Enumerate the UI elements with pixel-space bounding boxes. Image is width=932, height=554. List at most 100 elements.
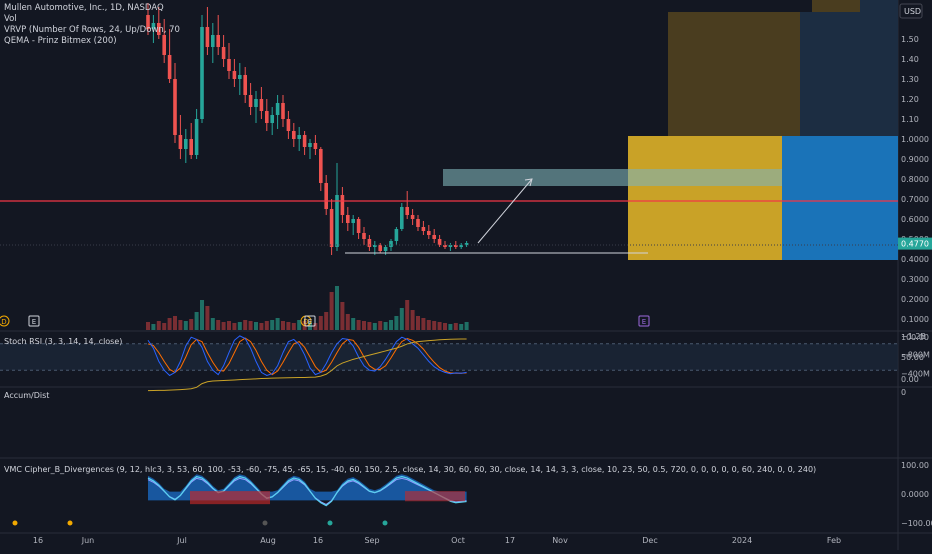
- volume-bar: [157, 321, 161, 330]
- time-tick: Feb: [827, 536, 841, 545]
- candle-body: [411, 215, 415, 219]
- cipher-tick: 100.00: [901, 461, 929, 470]
- volume-bar: [421, 318, 425, 330]
- indicator-vrvp[interactable]: VRVP (Number Of Rows, 24, Up/Down, 70: [4, 25, 180, 36]
- volume-bar: [346, 314, 350, 330]
- signal-dot: [328, 521, 333, 526]
- time-tick: Aug: [260, 536, 276, 545]
- accum-dist-label[interactable]: Accum/Dist: [4, 391, 49, 400]
- price-tick: 0.9000: [901, 155, 929, 164]
- price-tick: 0.6000: [901, 215, 929, 224]
- candle-body: [416, 219, 420, 227]
- accum-tick: 0: [901, 388, 906, 397]
- candle-body: [346, 215, 350, 223]
- price-axis[interactable]: USD1.501.401.301.201.101.00000.90000.800…: [898, 4, 932, 324]
- symbol-title[interactable]: Mullen Automotive, Inc., 1D, NASDAQ: [4, 3, 180, 14]
- volume-bar: [459, 324, 463, 330]
- chart-legend[interactable]: Mullen Automotive, Inc., 1D, NASDAQ Vol …: [4, 3, 180, 47]
- volume-bar: [335, 286, 339, 330]
- last-price-value: 0.4770: [901, 240, 929, 249]
- price-tick: 0.3000: [901, 275, 929, 284]
- candle-body: [287, 119, 291, 131]
- volume-bar: [238, 322, 242, 330]
- cipher-tick: 0.0000: [901, 490, 929, 499]
- price-tick: 0.1000: [901, 315, 929, 324]
- candle-body: [227, 59, 231, 71]
- candle-body: [281, 103, 285, 119]
- red-flow-block: [190, 491, 270, 504]
- candle-body: [314, 143, 318, 149]
- candle-body: [384, 247, 388, 251]
- volume-bar: [276, 318, 280, 330]
- candle-body: [265, 111, 269, 123]
- candle-body: [422, 227, 426, 231]
- price-tick: 1.50: [901, 35, 919, 44]
- price-tick: 1.0000: [901, 135, 929, 144]
- volume-bar: [411, 310, 415, 330]
- signal-dot: [13, 521, 18, 526]
- volume-bar: [400, 308, 404, 330]
- volume-bar: [178, 320, 182, 330]
- candle-body: [308, 143, 312, 147]
- stoch-band: [0, 344, 898, 370]
- indicator-vol[interactable]: Vol: [4, 14, 180, 25]
- volume-bar: [205, 306, 209, 330]
- volume-bar: [351, 318, 355, 330]
- cipher-tick: −100.00: [901, 519, 932, 528]
- volume-bar: [146, 322, 150, 330]
- time-tick: Jun: [81, 536, 95, 545]
- volume-bar: [319, 316, 323, 330]
- red-flow-block: [405, 491, 465, 501]
- candle-body: [319, 149, 323, 183]
- candle-body: [233, 71, 237, 79]
- cipher-label[interactable]: VMC Cipher_B_Divergences (9, 12, hlc3, 3…: [4, 465, 816, 474]
- candle-body: [357, 219, 361, 233]
- candle-body: [297, 135, 301, 139]
- time-tick: 16: [33, 536, 43, 545]
- target-zone: [443, 169, 782, 186]
- volume-bar: [448, 324, 452, 330]
- candle-body: [454, 245, 458, 247]
- candle-body: [389, 241, 393, 247]
- volume-bar: [162, 323, 166, 330]
- candle-body: [249, 95, 253, 107]
- signal-dot: [68, 521, 73, 526]
- volume-bar: [211, 318, 215, 330]
- volume-bar: [227, 321, 231, 330]
- candle-body: [222, 47, 226, 59]
- event-badge-label: E: [32, 318, 36, 326]
- zone-gold: [628, 136, 782, 260]
- candle-body: [292, 131, 296, 139]
- volume-bar: [373, 323, 377, 330]
- price-tick: 1.20: [901, 95, 919, 104]
- volume-bar: [259, 323, 263, 330]
- volume-bar: [405, 300, 409, 330]
- candle-body: [400, 207, 404, 229]
- volume-bar: [340, 302, 344, 330]
- event-badge-label: E: [642, 318, 646, 326]
- volume-bar: [438, 322, 442, 330]
- zone-top-gold: [812, 0, 860, 12]
- candle-body: [351, 219, 355, 223]
- stoch-rsi-label[interactable]: Stoch RSI (3, 3, 14, 14, close): [4, 337, 122, 346]
- candle-body: [173, 79, 177, 135]
- volume-bar: [195, 312, 199, 330]
- volume-bar: [286, 322, 290, 330]
- indicator-qema[interactable]: QEMA - Prinz Bitmex (200): [4, 36, 180, 47]
- volume-bar: [378, 321, 382, 330]
- price-tick: 0.8000: [901, 175, 929, 184]
- candle-body: [368, 239, 372, 247]
- candle-body: [341, 195, 345, 215]
- volume-bar: [265, 321, 269, 330]
- event-badge-label: E: [308, 318, 312, 326]
- candle-body: [243, 75, 247, 95]
- volume-bar: [151, 324, 155, 330]
- volume-bar: [324, 312, 328, 330]
- volume-bar: [184, 321, 188, 330]
- candle-body: [324, 183, 328, 209]
- time-tick: Nov: [552, 536, 568, 545]
- volume-bar: [357, 320, 361, 330]
- candle-body: [254, 99, 258, 107]
